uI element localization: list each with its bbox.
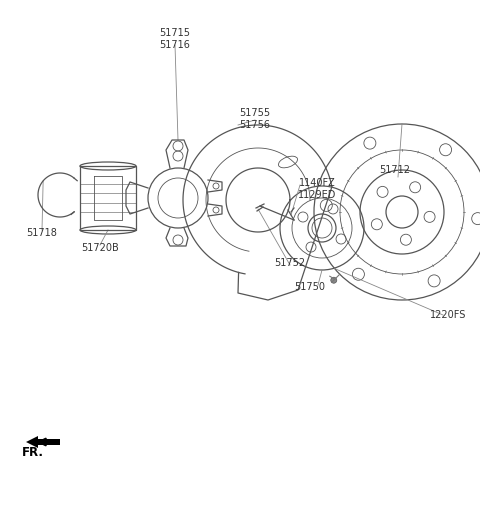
Text: 51712: 51712 <box>380 165 410 175</box>
Text: 51755
51756: 51755 51756 <box>240 108 271 130</box>
Text: 51718: 51718 <box>26 228 58 238</box>
FancyArrow shape <box>26 436 60 448</box>
Circle shape <box>331 277 337 283</box>
Text: FR.: FR. <box>22 446 44 459</box>
Text: 51750: 51750 <box>295 282 325 292</box>
Text: 51720B: 51720B <box>81 243 119 253</box>
Text: 1220FS: 1220FS <box>430 310 466 320</box>
Text: 51715
51716: 51715 51716 <box>159 28 191 50</box>
Text: 51752: 51752 <box>275 258 306 268</box>
Text: 1140FZ
1129ED: 1140FZ 1129ED <box>298 178 336 200</box>
